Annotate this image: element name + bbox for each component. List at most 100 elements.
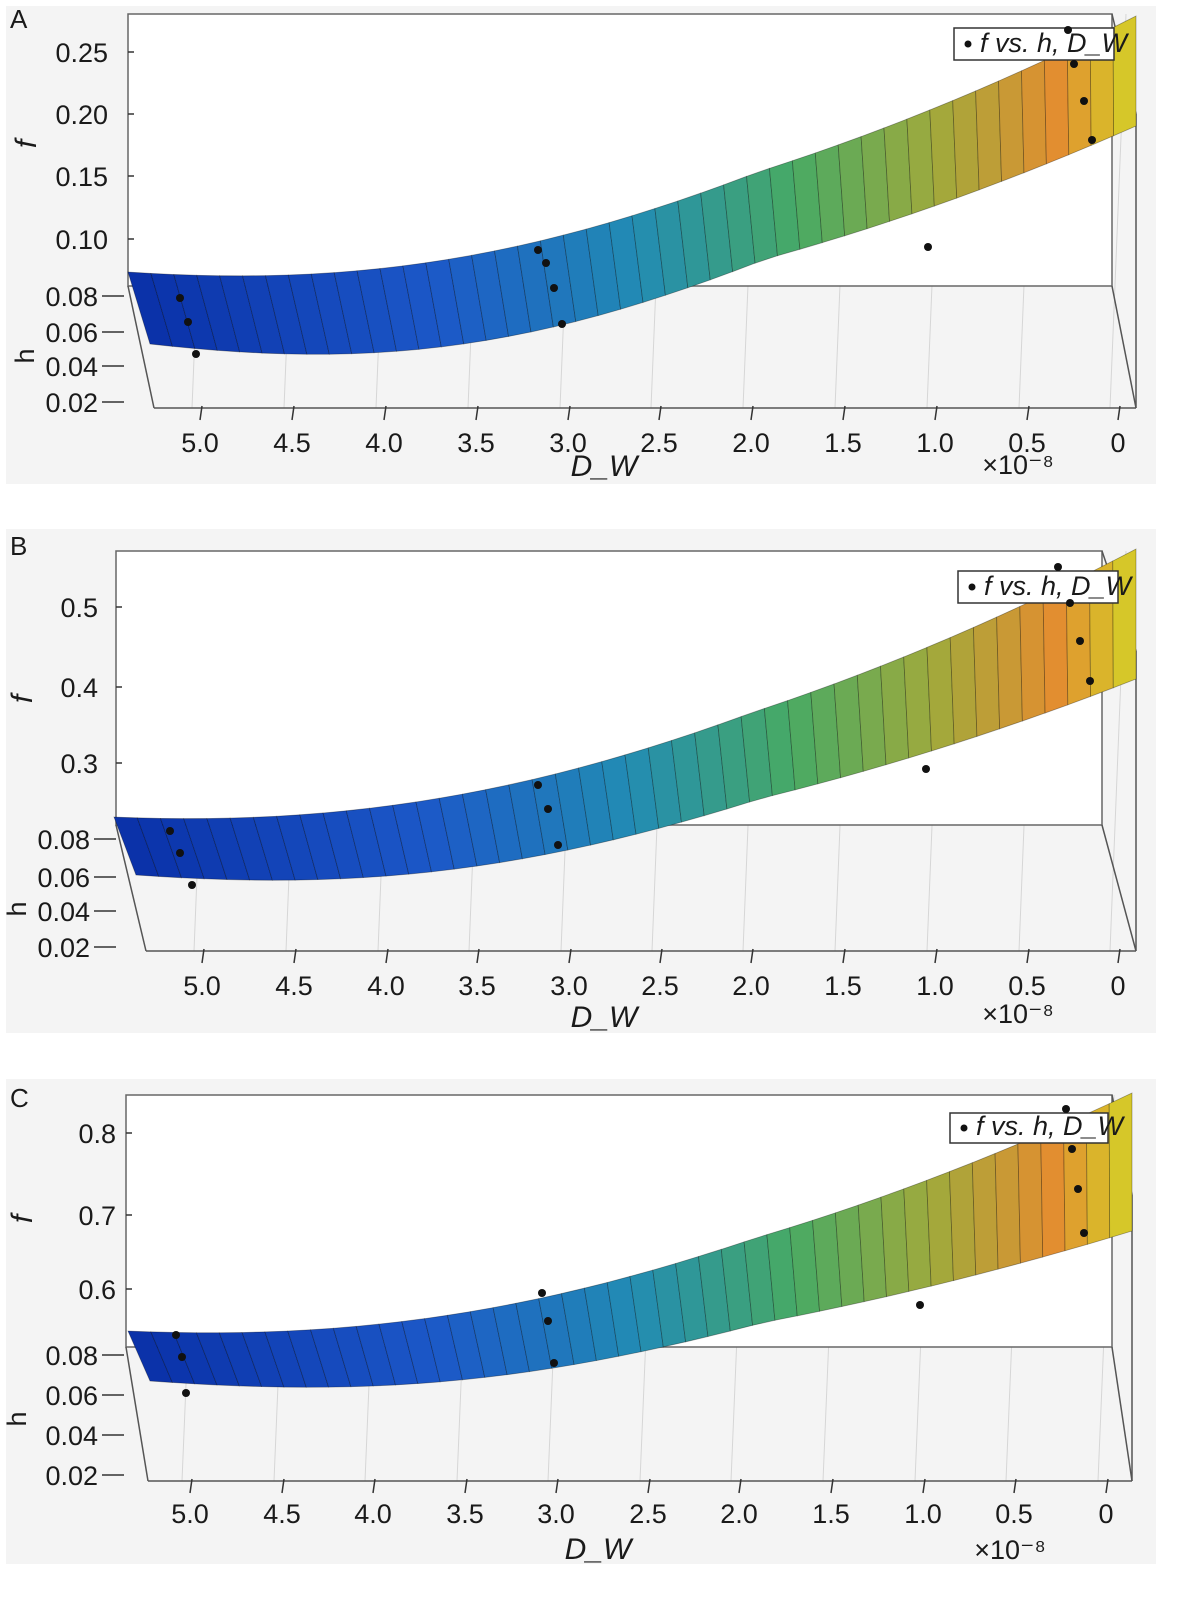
x-tick-mark	[199, 405, 203, 421]
f-axis-label: f	[10, 137, 43, 148]
legend-marker	[968, 583, 976, 591]
surface-strip	[1017, 1133, 1044, 1264]
x-tick-label: 5.0	[171, 1499, 209, 1529]
surface-strip	[994, 1143, 1021, 1270]
data-point	[1066, 599, 1074, 607]
x-tick-mark	[1026, 948, 1030, 964]
data-point	[176, 294, 184, 302]
box-edge-right-bottom	[1111, 285, 1137, 409]
x-tick-label: 0	[1110, 971, 1125, 1001]
x-tick-label: 1.5	[812, 1499, 850, 1529]
data-point	[534, 246, 542, 254]
data-point	[176, 849, 184, 857]
data-point	[1054, 563, 1062, 571]
data-point	[188, 881, 196, 889]
x-tick-mark	[1105, 1478, 1109, 1494]
x-tick-mark	[281, 1478, 285, 1494]
x-tick-label: 4.0	[354, 1499, 392, 1529]
x-tick-label: 4.5	[275, 971, 313, 1001]
x-tick-mark	[1026, 405, 1030, 421]
legend-marker	[960, 1124, 968, 1132]
x-tick-label: 4.5	[263, 1499, 301, 1529]
h-tick-label: 0.02	[45, 1461, 98, 1491]
data-point	[1064, 26, 1072, 34]
chart-b-svg: B 0.5 0.4 0.3 f 0.08 0.06 0.04 0.02 h 5.0 4.5 4.0 3.5…	[6, 531, 1137, 1033]
h-tick-label: 0.04	[37, 897, 90, 927]
surface-strip	[1112, 548, 1137, 689]
data-point	[550, 284, 558, 292]
x-tick-mark	[555, 1478, 559, 1494]
x-tick-mark	[738, 1478, 742, 1494]
data-point	[1068, 1145, 1076, 1153]
data-points	[166, 563, 1094, 889]
x-tick-mark	[647, 1478, 651, 1494]
x-tick-mark	[372, 1478, 376, 1494]
x-tick-label: 1.0	[916, 428, 954, 458]
x-tick-mark	[1117, 405, 1121, 421]
data-point	[1076, 637, 1084, 645]
data-points	[176, 26, 1096, 358]
data-point	[924, 243, 932, 251]
f-tick-label: 0.20	[55, 100, 108, 130]
surface-strip	[1019, 594, 1046, 722]
x-tick-label: 0.5	[1008, 428, 1046, 458]
x-tick-mark	[934, 948, 938, 964]
data-point	[1088, 136, 1096, 144]
surface-strip	[975, 80, 1002, 191]
surface-strip	[926, 1171, 954, 1287]
data-point	[544, 805, 552, 813]
fit-surface	[127, 1092, 1133, 1388]
x-tick-mark	[476, 948, 480, 964]
h-axis-label: h	[10, 348, 40, 363]
x-tick-label: 3.5	[457, 428, 495, 458]
data-point	[1080, 97, 1088, 105]
x-tick-label: 2.0	[732, 971, 770, 1001]
x-tick-label: 1.0	[916, 971, 954, 1001]
x-tick-label: 3.0	[537, 1499, 575, 1529]
f-tick-label: 0.7	[78, 1201, 116, 1231]
x-tick-mark	[842, 405, 846, 421]
x-tick-mark	[658, 405, 662, 421]
x-tick-label: 4.0	[365, 428, 403, 458]
h-tick-label: 0.06	[37, 863, 90, 893]
x-tick-mark	[842, 948, 846, 964]
x-tick-mark	[934, 405, 938, 421]
h-tick-label: 0.08	[37, 825, 90, 855]
x-tick-mark	[464, 1478, 468, 1494]
x-tick-label: 1.5	[824, 428, 862, 458]
fit-surface	[113, 548, 1137, 881]
legend-label: f vs. h, D_W	[980, 28, 1130, 58]
x-tick-label: 0	[1098, 1499, 1113, 1529]
f-axis-label: f	[6, 1212, 39, 1223]
data-point	[1086, 677, 1094, 685]
h-tick-label: 0.02	[45, 388, 98, 418]
x-tick-label: 0.5	[995, 1499, 1033, 1529]
x-tick-label: 0	[1110, 428, 1125, 458]
surface-strip	[929, 100, 958, 207]
surface-strip	[996, 605, 1023, 730]
surface-strip	[1108, 1092, 1133, 1239]
x-tick-label: 1.0	[904, 1499, 942, 1529]
x-tick-label: 3.5	[458, 971, 496, 1001]
h-tick-label: 0.02	[37, 933, 90, 963]
x-tick-label: 2.5	[641, 971, 679, 1001]
box-edge-left-bottom	[115, 824, 147, 952]
x-tick-mark	[385, 948, 389, 964]
x-tick-mark	[189, 1478, 193, 1494]
box-edge-right-bottom	[1111, 1346, 1133, 1482]
data-point	[538, 1289, 546, 1297]
surface-strip	[971, 1152, 999, 1276]
panel-c: C 0.8 0.7 0.6 f 0.08 0.06 0.04 0.02 h 5.0 4.5 4.0 3.5…	[6, 1079, 1156, 1564]
data-point	[542, 259, 550, 267]
box-edge-left-bottom	[127, 285, 155, 409]
legend: f vs. h, D_W	[949, 1111, 1126, 1144]
x-multiplier: ×10⁻⁸	[982, 450, 1053, 480]
x-tick-mark	[1117, 948, 1121, 964]
data-point	[184, 318, 192, 326]
x-tick-mark	[293, 948, 297, 964]
data-point	[916, 1301, 924, 1309]
x-tick-mark	[659, 948, 663, 964]
surface-strip	[952, 90, 980, 199]
surface-strip	[973, 616, 1001, 737]
f-tick-label: 0.8	[78, 1119, 116, 1149]
